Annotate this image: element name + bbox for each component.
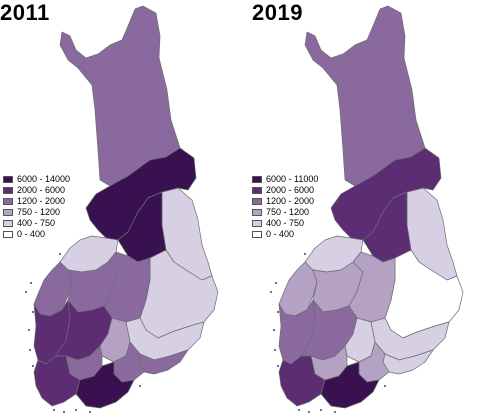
archipelago-islet	[334, 411, 336, 413]
legend-item: 750 - 1200	[3, 207, 70, 218]
archipelago-islet	[308, 411, 310, 413]
archipelago-islet	[53, 409, 55, 411]
region-lapland	[304, 5, 426, 187]
legend-label: 750 - 1200	[17, 207, 61, 217]
archipelago-islet	[320, 409, 322, 411]
archipelago-islet	[29, 349, 31, 351]
archipelago-islet	[41, 387, 43, 389]
legend-swatch	[3, 220, 13, 227]
archipelago-islet	[274, 349, 276, 351]
archipelago-islet	[89, 411, 91, 413]
legend-label: 400 - 750	[266, 218, 305, 228]
finland-region-map	[25, 5, 219, 413]
legend-label: 2000 - 6000	[266, 185, 315, 195]
legend-label: 6000 - 14000	[17, 174, 71, 184]
archipelago-islet	[37, 375, 39, 377]
legend-item: 750 - 1200	[252, 207, 318, 218]
archipelago-islet	[275, 282, 277, 284]
legend-swatch	[252, 176, 262, 183]
archipelago-islet	[30, 282, 32, 284]
archipelago-islet	[290, 397, 292, 399]
legend-label: 1200 - 2000	[17, 196, 66, 206]
finland-region-map	[270, 5, 464, 413]
archipelago-islet	[384, 385, 386, 387]
legend-item: 1200 - 2000	[3, 196, 70, 207]
map-legend: 6000 - 14000 2000 - 6000 1200 - 2000 750 - …	[3, 174, 70, 240]
archipelago-islet	[25, 291, 27, 293]
legend-label: 0 - 400	[266, 229, 295, 239]
legend-swatch	[3, 209, 13, 216]
archipelago-islet	[277, 311, 279, 313]
legend-swatch	[252, 187, 262, 194]
year-title: 2019	[252, 0, 303, 25]
archipelago-islet	[63, 411, 65, 413]
legend-item: 2000 - 6000	[3, 185, 70, 196]
archipelago-islet	[282, 375, 284, 377]
legend-item: 6000 - 11000	[252, 174, 318, 185]
region-uusimaa	[75, 361, 135, 409]
archipelago-islet	[45, 397, 47, 399]
map-panel-2011: 2011 6000 - 14000 2000 - 6000 1200 - 2000 7…	[0, 0, 219, 413]
legend-item: 2000 - 6000	[252, 185, 318, 196]
legend-item: 6000 - 14000	[3, 174, 70, 185]
archipelago-islet	[75, 409, 77, 411]
legend-swatch	[252, 220, 262, 227]
legend-swatch	[3, 198, 13, 205]
archipelago-islet	[277, 365, 279, 367]
legend-item: 0 - 400	[252, 229, 318, 240]
archipelago-islet	[286, 387, 288, 389]
region-central-finland	[348, 251, 396, 323]
map-legend: 6000 - 11000 2000 - 6000 1200 - 2000 750 - …	[252, 174, 318, 240]
archipelago-islet	[139, 385, 141, 387]
legend-label: 750 - 1200	[266, 207, 310, 217]
legend-swatch	[3, 176, 13, 183]
archipelago-islet	[59, 253, 61, 255]
archipelago-islet	[119, 397, 121, 399]
legend-swatch	[3, 231, 13, 238]
region-uusimaa	[320, 361, 380, 409]
archipelago-islet	[32, 365, 34, 367]
archipelago-islet	[364, 397, 366, 399]
legend-label: 400 - 750	[17, 218, 56, 228]
region-central-finland	[103, 251, 151, 323]
legend-swatch	[252, 209, 262, 216]
year-title: 2011	[0, 0, 50, 25]
archipelago-islet	[28, 329, 30, 331]
legend-swatch	[252, 198, 262, 205]
legend-label: 6000 - 11000	[266, 174, 319, 184]
legend-label: 2000 - 6000	[17, 185, 66, 195]
legend-swatch	[3, 187, 13, 194]
archipelago-islet	[270, 291, 272, 293]
archipelago-islet	[32, 311, 34, 313]
legend-label: 1200 - 2000	[266, 196, 315, 206]
archipelago-islet	[304, 253, 306, 255]
archipelago-islet	[298, 409, 300, 411]
archipelago-islet	[273, 329, 275, 331]
legend-label: 0 - 400	[17, 229, 46, 239]
legend-item: 400 - 750	[3, 218, 70, 229]
legend-item: 400 - 750	[252, 218, 318, 229]
map-panel-2019: 2019 6000 - 11000 2000 - 6000 1200 - 2000 7…	[245, 0, 490, 418]
legend-item: 1200 - 2000	[252, 196, 318, 207]
legend-item: 0 - 400	[3, 229, 70, 240]
legend-swatch	[252, 231, 262, 238]
region-lapland	[59, 5, 181, 187]
